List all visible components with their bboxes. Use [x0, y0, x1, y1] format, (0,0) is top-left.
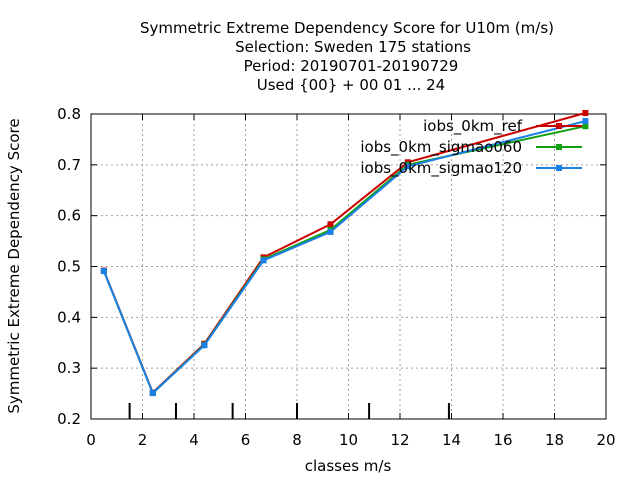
y-tick-label-3: 0.5 [57, 258, 81, 276]
legend-label-1: iobs_0km_sigmao060 [360, 138, 522, 157]
series-2 [100, 118, 589, 397]
x-axis-ticks: 0 2 4 6 8 10 12 14 16 18 20 [86, 114, 616, 449]
title-line-3: Period: 20190701-20190729 [244, 57, 459, 75]
title-line-2: Selection: Sweden 175 stations [235, 38, 471, 56]
x-tick-label-5: 10 [339, 431, 358, 449]
y-tick-label-2: 0.4 [57, 308, 81, 326]
title-line-4: Used {00} + 00 01 ... 24 [257, 76, 445, 94]
legend-label-2: iobs_0km_sigmao120 [360, 159, 522, 178]
x-tick-label-1: 2 [138, 431, 148, 449]
y-tick-label-4: 0.6 [57, 207, 81, 225]
x-tick-label-2: 4 [189, 431, 199, 449]
chart-title: Symmetric Extreme Dependency Score for U… [140, 19, 554, 94]
x-tick-label-4: 8 [292, 431, 302, 449]
series-2-point-0 [100, 268, 107, 275]
y-tick-label-6: 0.8 [57, 105, 81, 123]
series-0-point-4 [327, 221, 334, 228]
legend-marker-0 [556, 123, 562, 129]
y-tick-label-5: 0.7 [57, 156, 81, 174]
legend-marker-1 [556, 144, 562, 150]
series-2-point-1 [149, 390, 156, 397]
x-tick-label-3: 6 [241, 431, 251, 449]
x-tick-label-0: 0 [86, 431, 96, 449]
y-tick-label-1: 0.3 [57, 359, 81, 377]
series-lines [100, 109, 589, 397]
series-2-point-3 [260, 257, 267, 264]
legend-label-0: iobs_0km_ref [423, 117, 523, 136]
y-axis-label: Symmetric Extreme Dependency Score [5, 118, 23, 413]
series-0-point-6 [582, 109, 589, 116]
y-axis-ticks: 0.2 0.3 0.4 0.5 0.6 0.7 0.8 [57, 105, 606, 428]
x-tick-label-9: 18 [545, 431, 564, 449]
series-2-point-2 [201, 342, 208, 349]
legend: iobs_0km_ref iobs_0km_sigmao060 iobs_0km_s… [360, 117, 582, 178]
grid [91, 114, 606, 419]
legend-marker-2 [556, 165, 562, 171]
series-2-point-6 [582, 118, 589, 125]
x-tick-label-7: 14 [442, 431, 461, 449]
x-tick-label-10: 20 [596, 431, 615, 449]
series-2-point-4 [327, 228, 334, 235]
series-2-point-5 [404, 163, 411, 170]
x-tick-label-6: 12 [390, 431, 409, 449]
title-line-1: Symmetric Extreme Dependency Score for U… [140, 19, 554, 37]
x-axis-label: classes m/s [305, 457, 392, 475]
x-tick-label-8: 16 [493, 431, 512, 449]
class-limit-markers [128, 403, 450, 419]
y-tick-label-0: 0.2 [57, 410, 81, 428]
series-1-point-6 [582, 123, 589, 130]
